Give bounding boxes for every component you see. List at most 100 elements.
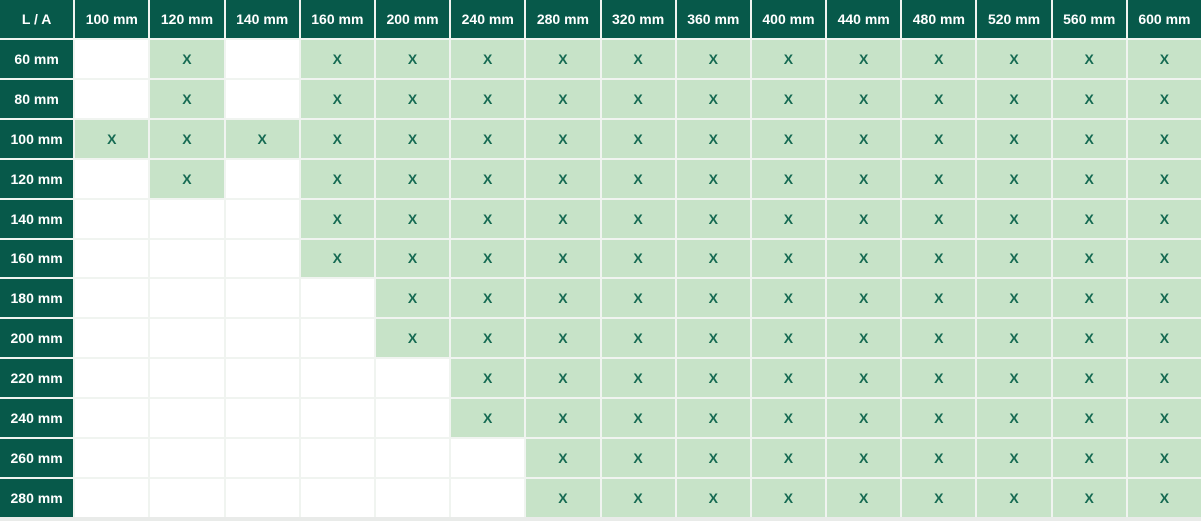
available-cell: X xyxy=(902,479,976,517)
available-cell: X xyxy=(977,399,1051,438)
empty-cell xyxy=(225,359,299,398)
available-cell: X xyxy=(601,79,675,118)
available-cell: X xyxy=(451,199,525,238)
available-cell: X xyxy=(375,119,450,158)
empty-cell xyxy=(75,439,149,478)
available-cell: X xyxy=(601,439,675,478)
empty-cell xyxy=(375,399,450,438)
available-cell: X xyxy=(977,79,1051,118)
available-cell: X xyxy=(526,39,600,78)
available-cell: X xyxy=(751,399,826,438)
empty-cell xyxy=(150,319,224,358)
column-header-240-mm: 240 mm xyxy=(451,0,525,38)
empty-cell xyxy=(75,279,149,318)
available-cell: X xyxy=(751,239,826,278)
available-cell: X xyxy=(150,39,224,78)
empty-cell xyxy=(75,159,149,198)
available-cell: X xyxy=(526,279,600,318)
available-cell: X xyxy=(977,319,1051,358)
available-cell: X xyxy=(1127,79,1201,118)
available-cell: X xyxy=(676,439,750,478)
available-cell: X xyxy=(1127,39,1201,78)
available-cell: X xyxy=(451,159,525,198)
available-cell: X xyxy=(225,119,299,158)
empty-cell xyxy=(150,239,224,278)
empty-cell xyxy=(300,399,374,438)
empty-cell xyxy=(75,319,149,358)
available-cell: X xyxy=(526,399,600,438)
available-cell: X xyxy=(1052,439,1126,478)
available-cell: X xyxy=(827,439,901,478)
column-header-280-mm: 280 mm xyxy=(526,0,600,38)
empty-cell xyxy=(225,199,299,238)
available-cell: X xyxy=(601,239,675,278)
available-cell: X xyxy=(676,319,750,358)
available-cell: X xyxy=(676,399,750,438)
empty-cell xyxy=(375,479,450,517)
available-cell: X xyxy=(902,399,976,438)
available-cell: X xyxy=(1052,39,1126,78)
empty-cell xyxy=(451,439,525,478)
row-header-100-mm: 100 mm xyxy=(0,119,74,158)
available-cell: X xyxy=(827,399,901,438)
available-cell: X xyxy=(451,79,525,118)
available-cell: X xyxy=(300,119,374,158)
available-cell: X xyxy=(375,239,450,278)
available-cell: X xyxy=(526,119,600,158)
empty-cell xyxy=(300,279,374,318)
empty-cell xyxy=(225,479,299,517)
available-cell: X xyxy=(902,359,976,398)
available-cell: X xyxy=(1052,119,1126,158)
row-header-120-mm: 120 mm xyxy=(0,159,74,198)
empty-cell xyxy=(75,359,149,398)
available-cell: X xyxy=(676,479,750,517)
available-cell: X xyxy=(601,279,675,318)
available-cell: X xyxy=(375,79,450,118)
empty-cell xyxy=(150,359,224,398)
empty-cell xyxy=(150,439,224,478)
available-cell: X xyxy=(1127,479,1201,517)
available-cell: X xyxy=(827,119,901,158)
empty-cell xyxy=(300,319,374,358)
empty-cell xyxy=(225,279,299,318)
row-header-240-mm: 240 mm xyxy=(0,399,74,438)
empty-cell xyxy=(75,39,149,78)
column-header-200-mm: 200 mm xyxy=(375,0,450,38)
available-cell: X xyxy=(300,79,374,118)
available-cell: X xyxy=(1052,239,1126,278)
empty-cell xyxy=(75,239,149,278)
available-cell: X xyxy=(676,199,750,238)
available-cell: X xyxy=(375,39,450,78)
available-cell: X xyxy=(601,319,675,358)
row-header-140-mm: 140 mm xyxy=(0,199,74,238)
available-cell: X xyxy=(827,319,901,358)
available-cell: X xyxy=(827,79,901,118)
available-cell: X xyxy=(1052,279,1126,318)
available-cell: X xyxy=(451,359,525,398)
available-cell: X xyxy=(601,199,675,238)
available-cell: X xyxy=(300,199,374,238)
empty-cell xyxy=(150,399,224,438)
available-cell: X xyxy=(1127,439,1201,478)
available-cell: X xyxy=(751,79,826,118)
available-cell: X xyxy=(676,239,750,278)
empty-cell xyxy=(300,359,374,398)
available-cell: X xyxy=(1052,79,1126,118)
available-cell: X xyxy=(676,159,750,198)
available-cell: X xyxy=(827,279,901,318)
available-cell: X xyxy=(451,39,525,78)
column-header-100-mm: 100 mm xyxy=(75,0,149,38)
available-cell: X xyxy=(601,399,675,438)
available-cell: X xyxy=(902,439,976,478)
available-cell: X xyxy=(751,479,826,517)
row-header-220-mm: 220 mm xyxy=(0,359,74,398)
available-cell: X xyxy=(375,199,450,238)
available-cell: X xyxy=(751,319,826,358)
available-cell: X xyxy=(827,239,901,278)
available-cell: X xyxy=(1127,239,1201,278)
available-cell: X xyxy=(977,159,1051,198)
corner-header-cell: L / A xyxy=(0,0,74,38)
available-cell: X xyxy=(1052,479,1126,517)
